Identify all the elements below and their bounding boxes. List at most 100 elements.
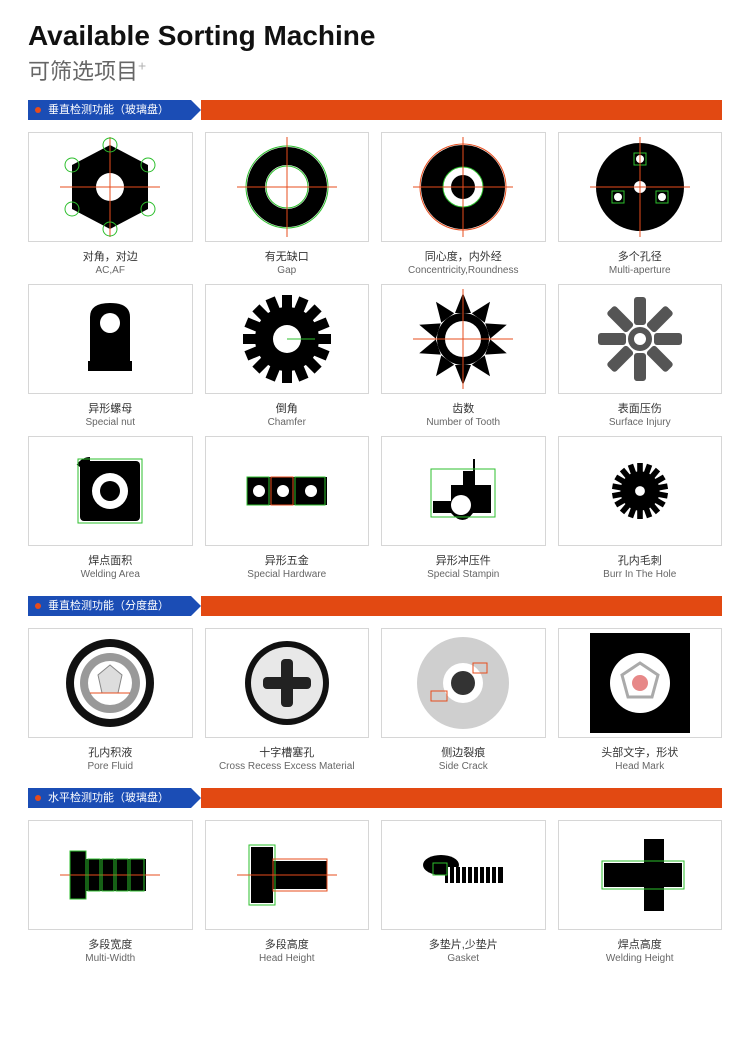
feature-thumb — [28, 628, 193, 738]
feature-cell: 有无缺口 Gap — [205, 132, 370, 276]
caption-en: Cross Recess Excess Material — [205, 761, 370, 772]
feature-thumb — [28, 284, 193, 394]
phillips-icon — [237, 633, 337, 733]
caption-cn: 孔内积液 — [28, 744, 193, 760]
pore-icon — [60, 633, 160, 733]
feature-cell: 倒角 Chamfer — [205, 284, 370, 428]
caption-en: Head Height — [205, 953, 370, 964]
bolt-head-icon — [237, 825, 337, 925]
feature-thumb — [381, 284, 546, 394]
bullet-icon — [35, 107, 41, 113]
side-crack-icon — [413, 633, 513, 733]
section-header: 垂直检测功能（玻璃盘） — [28, 100, 722, 120]
feature-thumb — [28, 436, 193, 546]
special-nut-icon — [60, 289, 160, 389]
caption-cn: 十字槽塞孔 — [205, 744, 370, 760]
weld-bolt-icon — [590, 825, 690, 925]
caption-en: Special nut — [28, 417, 193, 428]
caption-en: Concentricity,Roundness — [381, 265, 546, 276]
section-divider — [201, 788, 722, 808]
feature-thumb — [28, 132, 193, 242]
caption-cn: 头部文字，形状 — [558, 744, 723, 760]
section-label: 垂直检测功能（分度盘） — [28, 596, 191, 616]
hex-nut-icon — [60, 137, 160, 237]
feature-cell: 表面压伤 Surface Injury — [558, 284, 723, 428]
bullet-icon — [35, 603, 41, 609]
title-cn-text: 可筛选项目 — [28, 59, 138, 84]
caption-en: Welding Height — [558, 953, 723, 964]
bolt-seg-icon — [60, 825, 160, 925]
feature-thumb — [28, 820, 193, 930]
feature-cell: 焊点高度 Welding Height — [558, 820, 723, 964]
caption-en: Gasket — [381, 953, 546, 964]
caption-en: Welding Area — [28, 569, 193, 580]
section-divider — [201, 596, 722, 616]
title-plus: + — [138, 58, 146, 74]
caption-cn: 倒角 — [205, 400, 370, 416]
caption-en: Multi-Width — [28, 953, 193, 964]
caption-en: Pore Fluid — [28, 761, 193, 772]
page-title-en: Available Sorting Machine — [28, 20, 722, 52]
feature-cell: 多个孔径 Multi-aperture — [558, 132, 723, 276]
caption-cn: 孔内毛刺 — [558, 552, 723, 568]
caption-cn: 多段高度 — [205, 936, 370, 952]
section-label-text: 垂直检测功能（玻璃盘） — [48, 104, 169, 116]
feature-cell: 头部文字，形状 Head Mark — [558, 628, 723, 772]
item-grid: 多段宽度 Multi-Width 多段高度 Head Height 多垫片,少垫… — [28, 820, 722, 964]
caption-cn: 多个孔径 — [558, 248, 723, 264]
feature-cell: 异形螺母 Special nut — [28, 284, 193, 428]
feature-thumb — [381, 820, 546, 930]
feature-cell: 异形冲压件 Special Stampin — [381, 436, 546, 580]
caption-en: Special Hardware — [205, 569, 370, 580]
caption-cn: 侧边裂痕 — [381, 744, 546, 760]
caption-cn: 表面压伤 — [558, 400, 723, 416]
gear-solid-icon — [237, 289, 337, 389]
feature-thumb — [381, 628, 546, 738]
feature-thumb — [381, 132, 546, 242]
section-label: 垂直检测功能（玻璃盘） — [28, 100, 191, 120]
item-grid: 对角，对边 AC,AF 有无缺口 Gap 同心度，内外经 Concentrici… — [28, 132, 722, 580]
caption-cn: 多段宽度 — [28, 936, 193, 952]
caption-cn: 焊点高度 — [558, 936, 723, 952]
section-label-text: 水平检测功能（玻璃盘） — [48, 792, 169, 804]
caption-cn: 异形螺母 — [28, 400, 193, 416]
section-header: 垂直检测功能（分度盘） — [28, 596, 722, 616]
caption-cn: 同心度，内外经 — [381, 248, 546, 264]
feature-cell: 多段宽度 Multi-Width — [28, 820, 193, 964]
feature-thumb — [558, 436, 723, 546]
caption-en: AC,AF — [28, 265, 193, 276]
ring-icon — [237, 137, 337, 237]
rotor-icon — [590, 289, 690, 389]
feature-cell: 齿数 Number of Tooth — [381, 284, 546, 428]
feature-thumb — [205, 820, 370, 930]
feature-thumb — [205, 628, 370, 738]
feature-cell: 十字槽塞孔 Cross Recess Excess Material — [205, 628, 370, 772]
page-title-cn: 可筛选项目+ — [28, 54, 722, 86]
stamping-icon — [413, 441, 513, 541]
caption-cn: 齿数 — [381, 400, 546, 416]
section-header: 水平检测功能（玻璃盘） — [28, 788, 722, 808]
hardware-icon — [237, 441, 337, 541]
section-label-text: 垂直检测功能（分度盘） — [48, 600, 169, 612]
feature-thumb — [205, 436, 370, 546]
gear-open-icon — [413, 289, 513, 389]
feature-cell: 多段高度 Head Height — [205, 820, 370, 964]
feature-thumb — [558, 820, 723, 930]
caption-cn: 异形五金 — [205, 552, 370, 568]
feature-thumb — [205, 132, 370, 242]
concentric-icon — [413, 137, 513, 237]
feature-cell: 孔内积液 Pore Fluid — [28, 628, 193, 772]
feature-cell: 同心度，内外经 Concentricity,Roundness — [381, 132, 546, 276]
item-grid: 孔内积液 Pore Fluid 十字槽塞孔 Cross Recess Exces… — [28, 628, 722, 772]
caption-cn: 多垫片,少垫片 — [381, 936, 546, 952]
caption-en: Head Mark — [558, 761, 723, 772]
caption-en: Burr In The Hole — [558, 569, 723, 580]
feature-cell: 对角，对边 AC,AF — [28, 132, 193, 276]
feature-thumb — [558, 628, 723, 738]
caption-en: Side Crack — [381, 761, 546, 772]
feature-cell: 侧边裂痕 Side Crack — [381, 628, 546, 772]
feature-cell: 焊点面积 Welding Area — [28, 436, 193, 580]
feature-cell: 多垫片,少垫片 Gasket — [381, 820, 546, 964]
caption-en: Chamfer — [205, 417, 370, 428]
feature-thumb — [558, 284, 723, 394]
